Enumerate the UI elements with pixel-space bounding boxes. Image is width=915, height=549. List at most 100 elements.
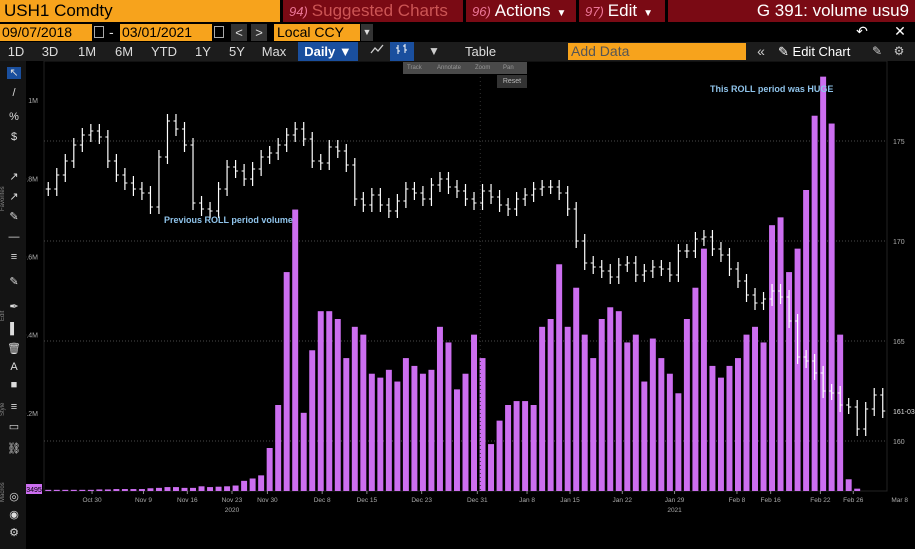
period-ytd[interactable]: YTD xyxy=(151,44,177,59)
currency-select[interactable]: Local CCY xyxy=(274,24,360,41)
period-max[interactable]: Max xyxy=(261,44,287,59)
volume-bar xyxy=(402,358,409,491)
globe-icon[interactable]: ◉ xyxy=(9,509,19,521)
volume-bar xyxy=(760,342,767,491)
volume-marker-label: 3495 xyxy=(26,487,42,494)
volume-bar xyxy=(573,287,580,491)
next-range-button[interactable]: > xyxy=(251,24,267,41)
volume-bar xyxy=(249,478,256,491)
volume-bar xyxy=(53,489,60,491)
marker-icon[interactable]: ▌ xyxy=(10,323,18,335)
volume-bar xyxy=(70,489,77,491)
macro-icon[interactable]: ◎ xyxy=(9,491,19,503)
volume-bar xyxy=(820,76,827,492)
volume-bar xyxy=(360,334,367,491)
annotate-tool[interactable]: Annotate xyxy=(437,65,462,71)
volume-bar xyxy=(309,350,316,491)
ticker-field[interactable]: USH1 Comdty xyxy=(0,0,280,22)
reset-button[interactable]: Reset xyxy=(497,75,527,88)
calendar-icon[interactable] xyxy=(94,26,104,38)
chart-area[interactable]: 0.2M 0.4M 0.6M 0.8M 1M 175 170 165 160 161-03 3495… xyxy=(26,61,915,549)
volume-bar xyxy=(79,489,86,491)
channel-icon[interactable]: ≡ xyxy=(10,251,18,263)
settings-icon[interactable]: ⚙ xyxy=(893,44,905,58)
suggested-charts-button[interactable]: 94) Suggested Charts xyxy=(283,0,463,22)
dollar-icon[interactable]: $ xyxy=(10,131,18,143)
period-1m[interactable]: 1M xyxy=(77,44,97,59)
volume-bar xyxy=(539,326,546,491)
x-axis-tick: Jan 22 xyxy=(613,497,633,504)
line-icon[interactable]: — xyxy=(8,231,20,243)
edit-section-label: Edit xyxy=(0,310,6,321)
frequency-select[interactable]: Daily ▼ xyxy=(298,42,358,61)
caret-down-icon[interactable]: ▼ xyxy=(361,24,373,41)
zoom-tool[interactable]: Zoom xyxy=(475,65,491,71)
edit-settings-icon[interactable]: ✎ xyxy=(871,44,883,58)
text-icon[interactable]: A xyxy=(10,361,18,373)
x-axis-tick: Oct 30 xyxy=(82,497,102,504)
volume-bar xyxy=(155,487,162,491)
collapse-button[interactable]: « xyxy=(757,43,765,59)
x-axis-tick: Dec 15 xyxy=(357,497,378,504)
volume-bar xyxy=(632,334,639,491)
volume-bar xyxy=(104,489,111,491)
period-6m[interactable]: 6M xyxy=(114,44,134,59)
trend-icon[interactable]: ↗ xyxy=(9,171,19,183)
x-axis-tick: Feb 26 xyxy=(843,497,864,504)
x-axis-tick: Nov 16 xyxy=(177,497,198,504)
color-icon[interactable]: ▭ xyxy=(8,421,20,433)
close-icon[interactable]: ✕ xyxy=(894,23,906,39)
track-tool[interactable]: Track xyxy=(407,65,422,71)
previous-range-button[interactable]: < xyxy=(231,24,247,41)
start-date-field[interactable]: 09/07/2018 xyxy=(0,24,92,41)
period-1y[interactable]: 1Y xyxy=(195,44,211,59)
edit-menu-button[interactable]: 97) Edit ▼ xyxy=(579,0,665,22)
edit-icon[interactable]: ✎ xyxy=(9,276,19,288)
brush-icon[interactable]: ✒ xyxy=(9,301,19,313)
actions-button[interactable]: 96) Actions ▼ xyxy=(466,0,576,22)
volume-bar xyxy=(624,342,631,491)
volume-bar xyxy=(786,272,793,491)
volume-bar xyxy=(615,311,622,491)
chart-svg[interactable]: 0.2M 0.4M 0.6M 0.8M 1M 175 170 165 160 161-03 3495… xyxy=(26,61,915,549)
end-date-field[interactable]: 03/01/2021 xyxy=(120,24,212,41)
line-style-icon[interactable]: ≡ xyxy=(10,401,18,413)
calendar-icon[interactable] xyxy=(214,26,224,38)
volume-bar xyxy=(300,412,307,491)
volume-bar xyxy=(837,334,844,491)
cursor-icon[interactable]: ↖ xyxy=(7,67,21,79)
pan-tool[interactable]: Pan xyxy=(503,65,514,71)
edit-chart-button[interactable]: ✎ Edit Chart xyxy=(778,42,850,61)
macros-section-label: Macros xyxy=(0,482,6,502)
period-3d[interactable]: 3D xyxy=(41,44,59,59)
arrow-icon[interactable]: ↗ xyxy=(9,191,19,203)
period-1d[interactable]: 1D xyxy=(7,44,25,59)
x-axis-tick: Feb 16 xyxy=(761,497,782,504)
percent-icon[interactable]: % xyxy=(9,111,19,123)
bar-chart-icon[interactable] xyxy=(390,42,414,61)
add-data-input[interactable]: Add Data xyxy=(568,43,746,60)
pen-icon[interactable]: / xyxy=(12,87,16,99)
x-axis-tick: Mar 8 xyxy=(891,497,908,504)
draw-icon[interactable]: ✎ xyxy=(9,211,19,223)
caret-down-icon[interactable]: ▼ xyxy=(428,44,440,58)
undo-icon[interactable]: ↶ xyxy=(856,23,868,39)
fill-icon[interactable]: ■ xyxy=(10,379,18,391)
delete-icon[interactable]: 🗑 xyxy=(7,343,21,355)
volume-bar xyxy=(436,326,443,491)
link-icon[interactable]: ⛓ xyxy=(7,443,21,455)
volume-bar xyxy=(147,488,154,491)
volume-bar xyxy=(87,489,94,491)
volume-bar xyxy=(385,369,392,491)
volume-bar xyxy=(377,377,384,491)
right-axis-tick: 170 xyxy=(893,239,905,246)
menu-number: 94) xyxy=(289,4,308,19)
menu-number: 96) xyxy=(472,4,491,19)
x-axis-tick: Dec 31 xyxy=(467,497,488,504)
volume-bar xyxy=(224,486,231,491)
gear-icon[interactable]: ⚙ xyxy=(9,527,19,539)
line-chart-icon[interactable] xyxy=(366,42,388,61)
period-5y[interactable]: 5Y xyxy=(229,44,245,59)
volume-bar xyxy=(752,326,758,491)
table-button[interactable]: Table xyxy=(465,44,497,59)
